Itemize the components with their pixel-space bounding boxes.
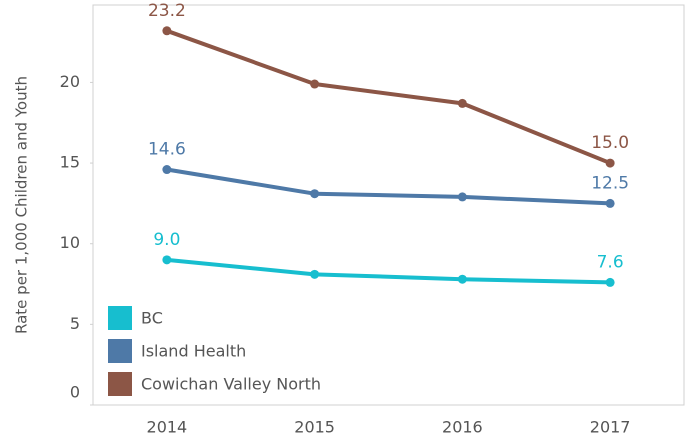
data-point [162,255,172,265]
legend-label: Cowichan Valley North [141,375,321,394]
y-tick-label: 10 [60,233,80,252]
legend-label: Island Health [141,342,246,361]
data-label: 7.6 [597,252,624,272]
series-line [166,28,611,165]
plot-frame [92,4,685,406]
y-tick-label: 20 [60,72,80,91]
series-line [166,257,611,285]
x-tick-label: 2015 [294,418,335,437]
x-tick-label: 2014 [147,418,188,437]
data-point [162,26,172,36]
data-label: 9.0 [153,230,180,250]
y-tick-label: 15 [60,153,80,172]
legend-swatch [108,339,132,363]
data-point [162,165,172,175]
data-label: 15.0 [591,133,629,153]
data-point [310,269,320,279]
data-point [457,274,467,284]
data-point [457,192,467,202]
data-point [310,79,320,89]
y-tick-label: 0 [70,383,80,402]
data-point [310,189,320,199]
data-point [605,277,615,287]
y-axis-title: Rate per 1,000 Children and Youth [13,76,31,334]
legend-swatch [108,306,132,330]
x-tick-label: 2017 [590,418,631,437]
data-point [605,198,615,208]
legend-swatch [108,372,132,396]
data-point [457,98,467,108]
data-label: 23.2 [148,1,186,21]
y-tick-label: 5 [70,314,80,333]
data-label: 14.6 [148,140,186,160]
data-label: 12.5 [591,173,629,193]
x-tick-label: 2016 [442,418,483,437]
legend-label: BC [141,309,163,328]
data-point [605,158,615,168]
series-line [166,167,611,206]
